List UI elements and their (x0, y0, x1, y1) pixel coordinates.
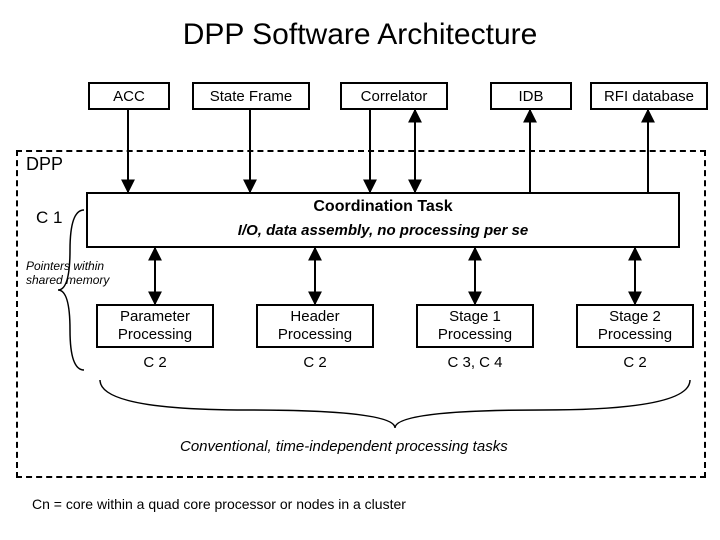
box-coordination-task: Coordination Task I/O, data assembly, no… (86, 192, 680, 248)
footnote: Cn = core within a quad core processor o… (32, 496, 406, 512)
box-state-frame: State Frame (192, 82, 310, 110)
page-title: DPP Software Architecture (0, 0, 720, 60)
box-rfi-database: RFI database (590, 82, 708, 110)
box-acc: ACC (88, 82, 170, 110)
box-header-processing: HeaderProcessing (256, 304, 374, 348)
core-label-header: C 2 (256, 354, 374, 371)
c1-label: C 1 (36, 208, 62, 228)
coord-title: Coordination Task (88, 198, 678, 216)
coord-subtitle: I/O, data assembly, no processing per se (88, 222, 678, 239)
conventional-label: Conventional, time-independent processin… (180, 438, 508, 455)
core-label-param: C 2 (96, 354, 214, 371)
core-label-stage1: C 3, C 4 (416, 354, 534, 371)
pointers-label: Pointers withinshared memory (26, 260, 109, 288)
core-label-stage2: C 2 (576, 354, 694, 371)
box-stage1-processing: Stage 1Processing (416, 304, 534, 348)
dpp-label: DPP (24, 154, 65, 175)
box-idb: IDB (490, 82, 572, 110)
box-correlator: Correlator (340, 82, 448, 110)
box-stage2-processing: Stage 2Processing (576, 304, 694, 348)
box-parameter-processing: ParameterProcessing (96, 304, 214, 348)
